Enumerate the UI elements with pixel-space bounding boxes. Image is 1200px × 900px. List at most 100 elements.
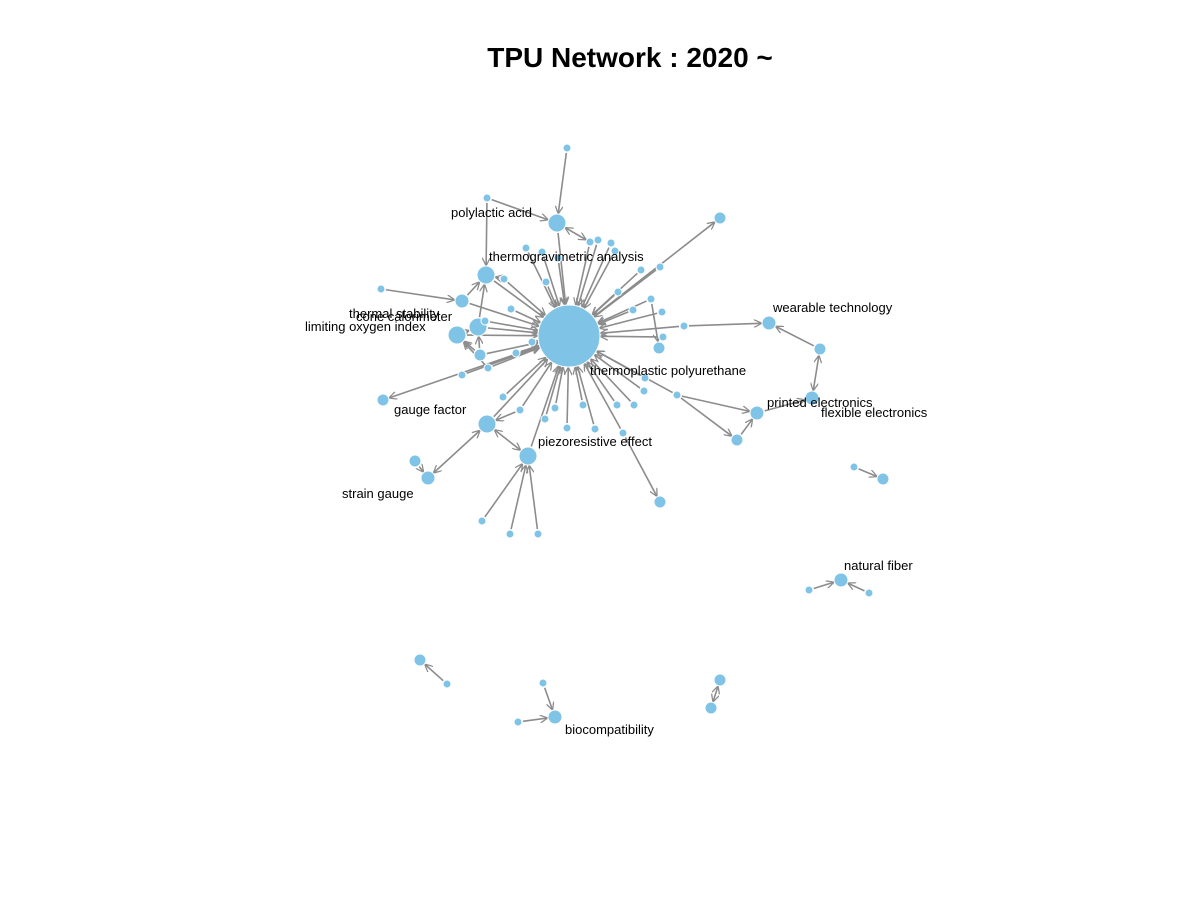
edge-a3-ts (385, 288, 454, 300)
node-s34 (639, 386, 649, 396)
node-s11 (499, 274, 509, 284)
edge-cc-tga (478, 285, 485, 318)
edge-s5-tpu (578, 244, 598, 306)
edge-a2-pla (491, 198, 548, 220)
node-g2 (704, 701, 718, 715)
node-fe (804, 390, 820, 406)
node-s30 (590, 424, 600, 434)
edge-f1-bio (543, 687, 553, 710)
node-s4 (585, 237, 595, 247)
label-wt: wearable technology (772, 300, 893, 315)
node-bio (547, 709, 563, 725)
node-s32 (629, 400, 639, 410)
edge-tpu-a5 (593, 222, 714, 317)
edge-ts-tga (466, 282, 479, 296)
edge-cc-tpu (487, 327, 537, 333)
node-gf (477, 414, 497, 434)
label-pla: polylactic acid (451, 205, 532, 220)
edge-s36-tpu (597, 351, 673, 394)
edge-gf-pe (495, 430, 520, 450)
node-s36 (672, 390, 682, 400)
edge-a9-wt (776, 327, 815, 347)
node-a9 (813, 342, 827, 356)
node-sg (420, 470, 436, 486)
edge-s23-tpu (466, 347, 539, 375)
node-b2 (477, 516, 487, 526)
node-s13 (646, 294, 656, 304)
label-loi: limiting oxygen index (305, 319, 426, 334)
node-s5 (593, 235, 603, 245)
edge-b4-pe (529, 466, 539, 530)
node-wt (761, 315, 777, 331)
chart-title: TPU Network : 2020 ~ (487, 42, 773, 73)
node-s29 (578, 400, 588, 410)
edge-s16-tpu (601, 325, 680, 333)
edge-b3-pe (510, 466, 526, 530)
node-a7 (653, 495, 667, 509)
edge-s28-tpu (567, 368, 568, 424)
edge-a1-pla (558, 152, 568, 213)
edge-s1-tpu (527, 252, 555, 307)
label-ts: thermal stability (349, 306, 440, 321)
node-a8 (730, 433, 744, 447)
node-f1 (538, 678, 548, 688)
edge-pla-tpu (557, 232, 566, 304)
node-f2 (513, 717, 523, 727)
edge-s11-tga (496, 277, 499, 278)
node-s22 (483, 363, 493, 373)
node-c1 (849, 462, 859, 472)
edge-s15-tpu (599, 311, 629, 324)
label-bio: biocompatibility (565, 722, 654, 737)
node-s16 (679, 321, 689, 331)
node-s28 (562, 423, 572, 433)
node-a4 (376, 393, 390, 407)
edge-gf-tpu (493, 359, 547, 418)
edge-gf-sg (434, 431, 480, 473)
node-a5 (713, 211, 727, 225)
edge-s36-prt (681, 395, 749, 411)
edge-s25-tpu (522, 363, 552, 407)
edge-f2-bio (522, 718, 547, 721)
edge-s33-tpu (585, 364, 622, 430)
edge-e2-e1 (425, 665, 444, 682)
node-s35 (640, 373, 650, 383)
edge-s31-tpu (587, 362, 615, 402)
node-s9 (655, 262, 665, 272)
edge-s33-a7 (624, 437, 656, 495)
node-g1 (713, 673, 727, 687)
nodes-layer (376, 143, 890, 727)
node-s17 (658, 332, 668, 342)
edge-s7-tpu (584, 255, 614, 307)
node-nf (833, 572, 849, 588)
node-c2 (876, 472, 890, 486)
edge-prt-fe (764, 400, 805, 412)
node-a6 (652, 341, 666, 355)
node-d1 (804, 585, 814, 595)
edge-s4-tpu (576, 246, 590, 305)
node-s24 (498, 392, 508, 402)
node-s33 (618, 428, 628, 438)
node-b4 (533, 529, 543, 539)
label-pe: piezoresistive effect (538, 434, 652, 449)
edge-s36-a8 (680, 397, 731, 436)
node-prt (749, 405, 765, 421)
node-ts (454, 293, 470, 309)
node-loi (447, 325, 467, 345)
edge-s20-cc (479, 337, 480, 349)
edge-b2-pe (484, 464, 522, 518)
node-s31 (612, 400, 622, 410)
edge-s4-pla (566, 228, 586, 240)
edge-pe-tpu (530, 366, 558, 447)
node-a1 (562, 143, 572, 153)
edge-s17-tpu (601, 336, 659, 337)
label-sg: strain gauge (342, 486, 414, 501)
label-prt: printed electronics (767, 395, 873, 410)
node-s19 (480, 316, 490, 326)
node-pla (547, 213, 567, 233)
node-a2 (482, 193, 492, 203)
edge-s19-tpu (489, 321, 538, 330)
edge-b1-sg (419, 467, 423, 472)
edge-a8-prt (740, 419, 752, 435)
node-tga (476, 265, 496, 285)
edge-c1-c2 (858, 468, 877, 476)
